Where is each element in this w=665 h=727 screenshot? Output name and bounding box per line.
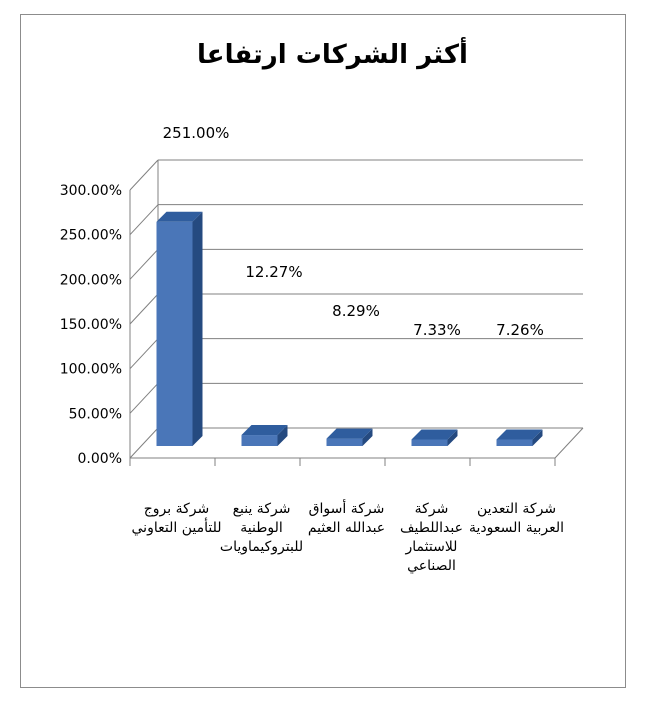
data-label: 7.33%	[413, 321, 461, 339]
gridline-diagonal	[129, 293, 159, 325]
bar	[496, 439, 533, 446]
gridline-diagonal	[129, 338, 159, 370]
y-tick-label: 250.00%	[60, 228, 122, 244]
data-label: 7.26%	[496, 321, 544, 339]
bar-top	[241, 425, 288, 436]
gridline-diagonal	[129, 248, 159, 280]
data-label: 8.29%	[332, 302, 380, 320]
bar-side	[362, 428, 373, 446]
bar	[411, 439, 448, 446]
gridline-diagonal	[129, 159, 159, 191]
x-category-label: شركة أسواق عبدالله العثيم	[307, 501, 386, 536]
y-tick-label: 300.00%	[60, 183, 122, 199]
x-category-label: شركة ينبع الوطنية للبتروكيماويات	[219, 501, 304, 555]
y-tick-label: 100.00%	[60, 362, 122, 378]
y-tick-label: 150.00%	[60, 317, 122, 333]
bar	[241, 435, 278, 446]
x-category-label: شركة بروج للتأمين التعاوني	[131, 501, 222, 536]
data-label: 251.00%	[163, 124, 230, 142]
chart-frame	[20, 14, 626, 688]
bar-side	[277, 425, 288, 446]
x-category-label: شركة التعدين العربية السعودية	[469, 501, 564, 536]
y-tick-label: 0.00%	[78, 451, 122, 467]
y-tick-label: 200.00%	[60, 272, 122, 288]
gridline-diagonal	[129, 204, 159, 236]
bar-top	[411, 429, 458, 440]
bar-top	[156, 211, 203, 222]
gridline-diagonal	[129, 382, 159, 414]
bar-side	[532, 429, 543, 446]
y-tick-label: 50.00%	[69, 406, 122, 422]
bar-side	[447, 429, 458, 446]
bar-side	[192, 211, 203, 446]
gridline-diagonal	[129, 427, 159, 459]
bar-top	[496, 429, 543, 440]
chart-title: أكثر الشركات ارتفاعا	[197, 40, 468, 70]
floor-right-edge	[554, 427, 584, 459]
bar	[326, 438, 363, 446]
x-category-label: شركة عبداللطيف للاستثمار الصناعي	[400, 501, 463, 574]
bar	[156, 221, 193, 446]
bar-top	[326, 428, 373, 439]
data-label: 12.27%	[245, 263, 302, 281]
